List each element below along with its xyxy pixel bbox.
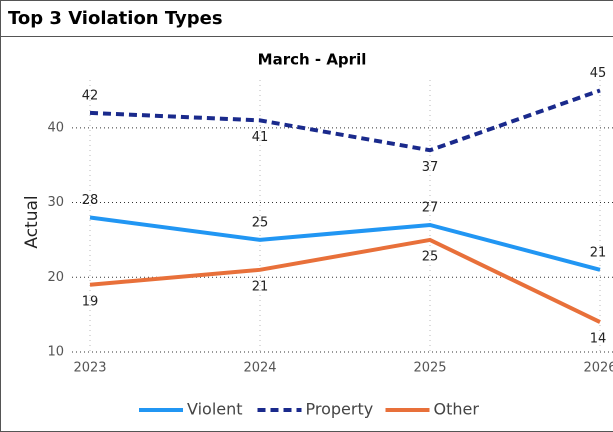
x-tick-label: 2023 — [73, 361, 106, 376]
data-label: 21 — [590, 245, 607, 260]
series-line — [89, 215, 601, 272]
x-tick-label: 2025 — [413, 361, 446, 376]
y-axis-label: Actual — [22, 195, 42, 248]
data-label: 14 — [590, 332, 607, 347]
data-label: 21 — [252, 279, 269, 294]
data-label: 41 — [252, 130, 269, 145]
y-tick-label: 30 — [47, 195, 64, 210]
data-label: 37 — [422, 160, 439, 175]
data-label: 25 — [252, 215, 269, 230]
chart-title: Top 3 Violation Types — [8, 8, 223, 29]
data-label: 28 — [82, 193, 99, 208]
data-label: 25 — [422, 249, 439, 264]
x-tick-label: 2024 — [243, 361, 276, 376]
y-tick-label: 40 — [47, 120, 64, 135]
chart-subtitle: March - April — [258, 51, 367, 69]
legend-label: Violent — [187, 400, 243, 419]
data-label: 27 — [422, 200, 439, 215]
legend-label: Property — [306, 400, 374, 419]
legend-label: Other — [434, 400, 480, 419]
series-line — [89, 237, 601, 324]
data-label: 45 — [590, 66, 607, 81]
data-label: 42 — [82, 88, 99, 103]
y-tick-label: 10 — [47, 345, 64, 360]
series-line — [89, 88, 601, 153]
y-tick-label: 20 — [47, 270, 64, 285]
x-tick-label: 2026 — [583, 361, 613, 376]
data-label: 19 — [82, 294, 99, 309]
